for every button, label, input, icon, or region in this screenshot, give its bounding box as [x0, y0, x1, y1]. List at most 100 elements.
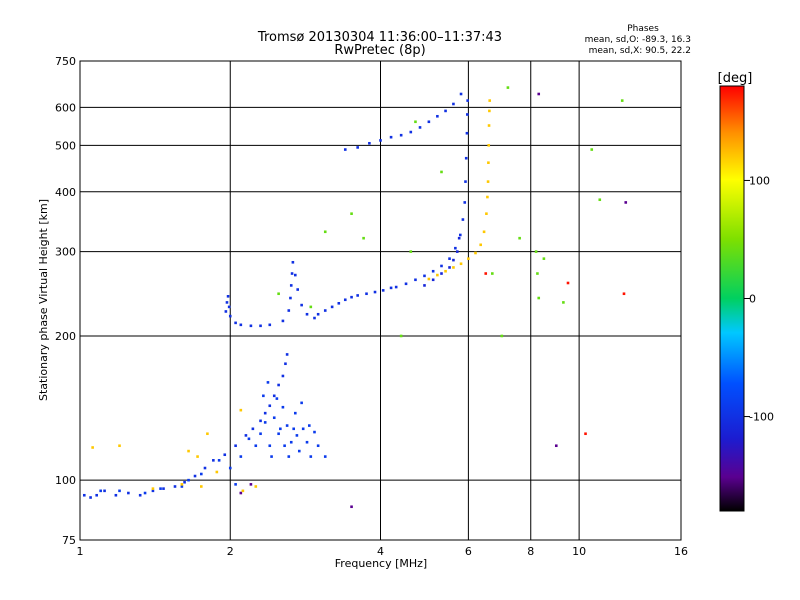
- data-point: [404, 282, 408, 286]
- data-point: [259, 432, 262, 436]
- data-point: [323, 309, 327, 312]
- data-point: [291, 260, 295, 264]
- data-point: [444, 269, 447, 273]
- data-point: [254, 485, 258, 488]
- data-point: [187, 449, 190, 453]
- data-point: [263, 411, 267, 415]
- data-point: [200, 472, 203, 476]
- data-point: [251, 427, 255, 431]
- data-point: [239, 323, 243, 327]
- data-point: [254, 444, 258, 448]
- data-point: [500, 334, 504, 338]
- data-point: [227, 305, 231, 309]
- data-point: [215, 470, 219, 474]
- y-tick-label: 600: [55, 101, 76, 114]
- x-tick-label: 8: [527, 545, 534, 558]
- data-point: [270, 455, 273, 458]
- data-point: [277, 432, 280, 436]
- data-point: [228, 314, 232, 318]
- data-point: [223, 453, 227, 457]
- data-point: [409, 250, 413, 253]
- data-point: [362, 236, 365, 240]
- phase-info-o-mode: mean, sd,O: -89.3, 16.3: [585, 35, 691, 45]
- colorbar-tick-label: 100: [749, 174, 770, 187]
- data-point: [313, 430, 316, 434]
- data-point: [300, 303, 303, 307]
- colorbar: [719, 85, 745, 512]
- data-point: [275, 397, 279, 400]
- x-tick-label: 16: [674, 545, 688, 558]
- data-point: [486, 180, 490, 183]
- data-point: [356, 146, 359, 149]
- data-point: [455, 250, 459, 253]
- data-point: [458, 233, 462, 237]
- data-point: [234, 483, 237, 486]
- data-point: [173, 485, 177, 488]
- data-point: [379, 139, 382, 142]
- data-point: [272, 416, 276, 420]
- data-point: [427, 120, 431, 124]
- data-point: [296, 288, 299, 291]
- data-point: [281, 405, 285, 409]
- data-point: [277, 292, 280, 296]
- data-point: [459, 92, 463, 96]
- data-point: [226, 295, 230, 298]
- data-point: [285, 353, 289, 356]
- phase-info-x-mode: mean, sd,X: 90.5, 22.2: [589, 46, 691, 56]
- data-point: [590, 148, 594, 151]
- data-point: [206, 432, 209, 436]
- data-point: [440, 264, 443, 268]
- data-point: [448, 257, 451, 260]
- y-tick-label: 400: [55, 186, 76, 199]
- data-point: [287, 309, 291, 312]
- data-point: [474, 251, 477, 255]
- data-point: [95, 493, 98, 497]
- data-point: [436, 273, 439, 277]
- y-axis-label: Stationary phase Virtual Height [km]: [37, 199, 50, 401]
- data-point: [234, 444, 237, 448]
- data-point: [343, 148, 347, 151]
- data-point: [485, 212, 488, 215]
- data-point: [259, 324, 262, 328]
- x-tick-label: 4: [377, 545, 384, 558]
- data-point: [536, 272, 539, 275]
- data-point: [506, 86, 510, 89]
- data-point: [180, 485, 184, 488]
- data-point: [409, 130, 413, 134]
- data-point: [103, 489, 106, 493]
- data-point: [234, 321, 237, 325]
- data-point: [239, 455, 243, 458]
- data-point: [313, 316, 316, 320]
- colorbar-tick-label: -100: [749, 411, 774, 424]
- data-point: [452, 258, 455, 262]
- data-point: [272, 394, 276, 398]
- data-point: [431, 269, 435, 273]
- data-point: [459, 262, 463, 266]
- data-point: [464, 180, 467, 183]
- data-point: [414, 278, 417, 282]
- data-point: [542, 257, 546, 260]
- data-point: [89, 496, 92, 499]
- data-point: [414, 120, 417, 124]
- data-point: [444, 109, 447, 113]
- data-point: [624, 201, 628, 204]
- data-point: [330, 305, 334, 309]
- data-point: [479, 243, 482, 247]
- data-point: [389, 286, 393, 290]
- phase-info-title: Phases: [627, 24, 659, 34]
- data-point: [381, 289, 385, 292]
- data-point: [277, 383, 280, 387]
- data-point: [151, 489, 155, 493]
- colorbar-ticks: 100 0 -100: [744, 174, 774, 424]
- data-point: [466, 113, 469, 116]
- data-point: [466, 99, 469, 102]
- data-point: [262, 394, 265, 398]
- data-point: [365, 292, 368, 296]
- data-point: [488, 99, 492, 102]
- data-point: [289, 440, 293, 444]
- data-point: [389, 135, 393, 139]
- data-point: [562, 301, 565, 304]
- y-tick-label: 200: [55, 330, 76, 343]
- data-point: [309, 455, 313, 458]
- data-point: [399, 334, 403, 338]
